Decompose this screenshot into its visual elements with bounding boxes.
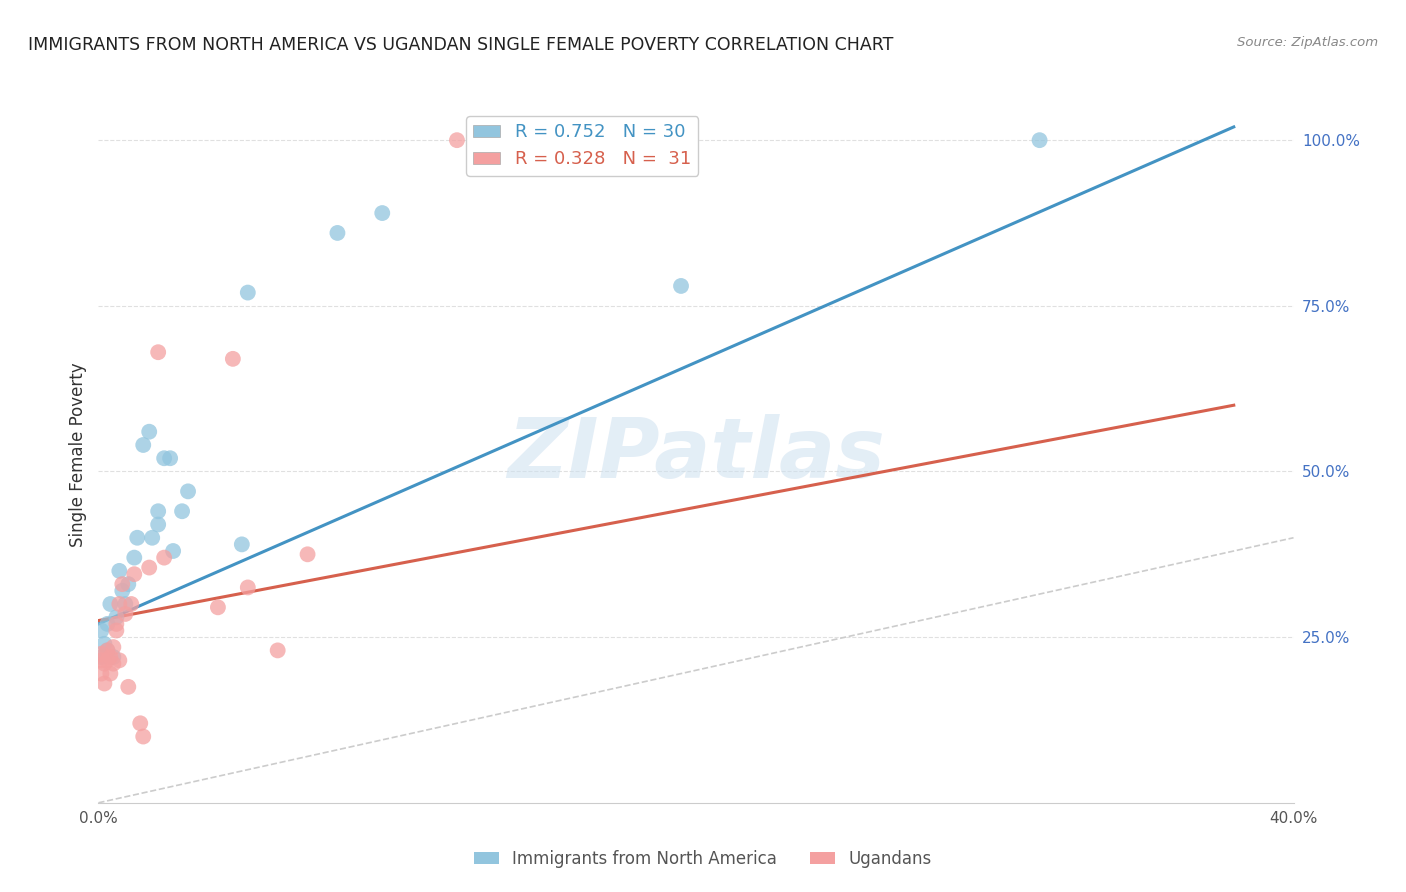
Point: [138, 560, 160, 574]
Point: [129, 716, 152, 731]
Point: [207, 600, 229, 615]
Point: [153, 451, 176, 466]
Point: [108, 564, 131, 578]
Point: [90, 647, 112, 661]
Point: [108, 597, 131, 611]
Point: [105, 610, 128, 624]
Point: [111, 583, 134, 598]
Point: [93, 676, 115, 690]
Point: [120, 597, 142, 611]
Legend: R = 0.752   N = 30, R = 0.328   N =  31: R = 0.752 N = 30, R = 0.328 N = 31: [465, 116, 699, 176]
Point: [124, 550, 146, 565]
Point: [114, 607, 136, 621]
Point: [159, 451, 181, 466]
Point: [98, 666, 122, 681]
Point: [138, 425, 160, 439]
Point: [103, 640, 125, 654]
Point: [90, 624, 112, 638]
Point: [236, 285, 259, 300]
Point: [105, 624, 128, 638]
Point: [326, 226, 349, 240]
Text: ZIPatlas: ZIPatlas: [508, 415, 884, 495]
Point: [446, 133, 468, 147]
Point: [93, 657, 115, 671]
Point: [371, 206, 394, 220]
Point: [669, 279, 692, 293]
Text: IMMIGRANTS FROM NORTH AMERICA VS UGANDAN SINGLE FEMALE POVERTY CORRELATION CHART: IMMIGRANTS FROM NORTH AMERICA VS UGANDAN…: [28, 36, 893, 54]
Point: [117, 577, 139, 591]
Point: [148, 345, 170, 359]
Point: [111, 577, 134, 591]
Point: [93, 637, 115, 651]
Point: [124, 567, 146, 582]
Y-axis label: Single Female Poverty: Single Female Poverty: [69, 363, 87, 547]
Point: [96, 643, 118, 657]
Point: [153, 550, 176, 565]
Point: [117, 680, 139, 694]
Point: [127, 531, 149, 545]
Text: Source: ZipAtlas.com: Source: ZipAtlas.com: [1237, 36, 1378, 49]
Point: [103, 650, 125, 665]
Legend: Immigrants from North America, Ugandans: Immigrants from North America, Ugandans: [467, 844, 939, 875]
Point: [90, 650, 112, 665]
Point: [222, 351, 245, 366]
Point: [105, 616, 128, 631]
Point: [96, 643, 118, 657]
Point: [177, 484, 200, 499]
Point: [172, 504, 194, 518]
Point: [98, 597, 122, 611]
Point: [96, 616, 118, 631]
Point: [132, 730, 155, 744]
Point: [148, 517, 170, 532]
Point: [103, 657, 125, 671]
Point: [96, 653, 118, 667]
Point: [90, 653, 112, 667]
Point: [297, 547, 319, 561]
Point: [267, 643, 290, 657]
Point: [114, 597, 136, 611]
Point: [231, 537, 253, 551]
Point: [141, 531, 163, 545]
Point: [236, 581, 259, 595]
Point: [1028, 133, 1050, 147]
Point: [162, 544, 184, 558]
Point: [98, 650, 122, 665]
Point: [148, 504, 170, 518]
Point: [90, 666, 112, 681]
Point: [132, 438, 155, 452]
Point: [108, 653, 131, 667]
